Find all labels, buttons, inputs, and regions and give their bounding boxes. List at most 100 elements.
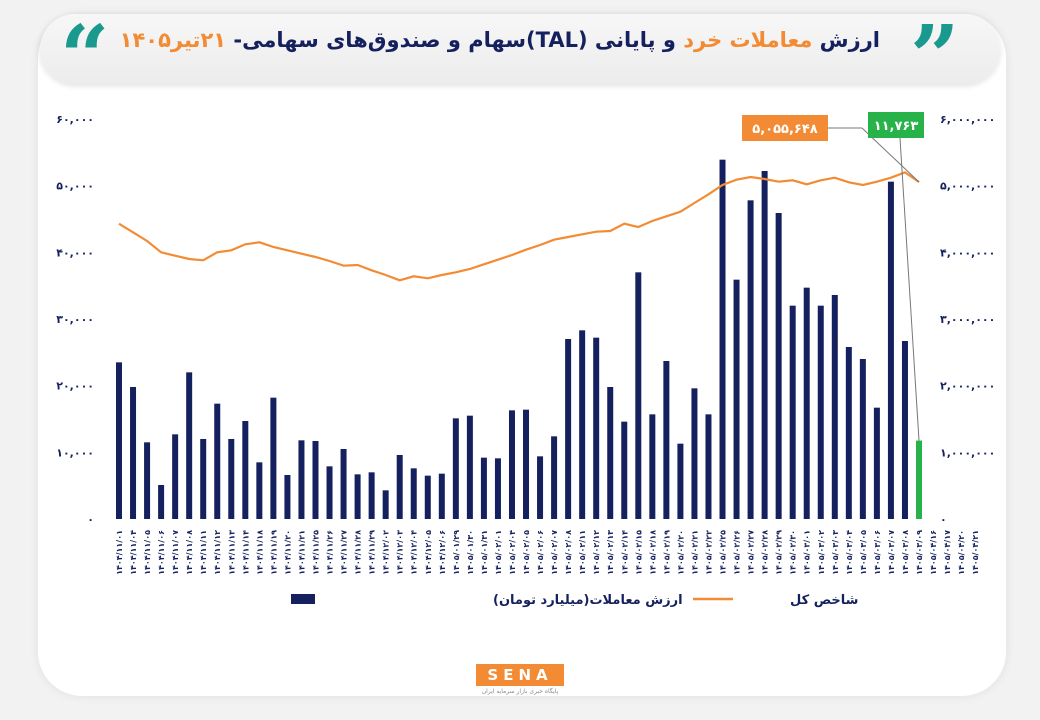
x-label-20: ۱۴۰۴/۱۲/۰۳ [396, 530, 405, 575]
bar-29 [523, 409, 530, 519]
bar-27 [494, 458, 501, 519]
bar-32 [565, 339, 572, 519]
left-axis-tick-0: ۰ [87, 513, 94, 526]
quote-open-icon: “ [60, 7, 110, 108]
x-label-36: ۱۴۰۵/۰۲/۱۴ [620, 530, 629, 575]
bar-46 [761, 171, 768, 519]
legend-bar-label: ارزش معاملات(میلیارد تومان) [493, 593, 683, 608]
x-label-41: ۱۴۰۵/۰۲/۲۱ [690, 530, 699, 575]
bar-47 [775, 213, 782, 519]
x-label-11: ۱۴۰۴/۱۱/۱۹ [269, 530, 278, 575]
bar-23 [438, 473, 445, 519]
bar-38 [649, 414, 656, 519]
x-label-17: ۱۴۰۴/۱۱/۲۸ [354, 530, 363, 575]
bar-5 [186, 372, 193, 519]
legend-bar-swatch [291, 594, 315, 604]
x-label-18: ۱۴۰۴/۱۱/۲۹ [368, 530, 377, 575]
x-label-23: ۱۴۰۴/۱۲/۰۶ [438, 530, 447, 575]
title-date: ۲۱تیر۱۴۰۵ [119, 28, 227, 52]
x-label-58: ۱۴۰۵/۰۴/۱۶ [929, 530, 938, 575]
bar-callout-value: ۱۱,۷۶۳ [874, 119, 919, 134]
right-axis-tick-2: ۲,۰۰۰,۰۰۰ [940, 380, 995, 393]
left-axis-tick-5: ۵۰,۰۰۰ [56, 180, 94, 193]
bar-4 [172, 434, 179, 519]
bar-48 [789, 305, 796, 519]
x-label-3: ۱۴۰۴/۱۱/۰۶ [157, 530, 166, 575]
bar-50 [817, 305, 824, 519]
bar-21 [410, 468, 417, 519]
x-label-55: ۱۴۰۵/۰۳/۰۷ [887, 530, 896, 575]
x-label-19: ۱۴۰۴/۱۲/۰۲ [382, 530, 391, 575]
bar-28 [508, 410, 515, 519]
bar-20 [396, 455, 403, 519]
bar-31 [551, 436, 558, 519]
bar-6 [200, 439, 207, 519]
bar-12 [284, 475, 291, 519]
bar-55 [887, 181, 894, 519]
right-axis-tick-0: ۰ [940, 513, 947, 526]
bar-35 [607, 387, 614, 519]
x-label-61: ۱۴۰۵/۰۴/۲۱ [971, 530, 980, 575]
bar-39 [663, 361, 670, 519]
x-label-44: ۱۴۰۵/۰۲/۲۶ [733, 530, 742, 575]
bar-2 [144, 442, 151, 519]
x-label-9: ۱۴۰۴/۱۱/۱۴ [241, 530, 250, 575]
x-label-26: ۱۴۰۵/۰۱/۳۱ [480, 530, 489, 575]
x-label-43: ۱۴۰۵/۰۲/۲۵ [719, 530, 728, 575]
x-label-50: ۱۴۰۵/۰۳/۰۲ [817, 530, 826, 575]
index-line [118, 171, 920, 282]
x-label-48: ۱۴۰۵/۰۲/۳۰ [789, 530, 798, 575]
x-label-47: ۱۴۰۵/۰۲/۲۹ [775, 530, 784, 575]
x-label-4: ۱۴۰۴/۱۱/۰۷ [171, 530, 180, 575]
x-label-60: ۱۴۰۵/۰۴/۲۰ [957, 530, 966, 575]
index-callout-value: ۵,۰۵۵,۶۴۸ [752, 122, 817, 137]
x-label-34: ۱۴۰۵/۰۲/۱۲ [592, 530, 601, 575]
bar-36 [621, 421, 628, 519]
x-label-24: ۱۴۰۵/۰۱/۲۹ [452, 530, 461, 575]
right-axis-tick-6: ۶,۰۰۰,۰۰۰ [940, 113, 995, 126]
x-label-28: ۱۴۰۵/۰۲/۰۴ [508, 530, 517, 575]
right-axis-tick-1: ۱,۰۰۰,۰۰۰ [940, 446, 995, 459]
left-axis-tick-6: ۶۰,۰۰۰ [56, 113, 94, 126]
bar-26 [480, 457, 487, 519]
x-label-25: ۱۴۰۵/۰۱/۳۰ [466, 530, 475, 575]
x-label-10: ۱۴۰۴/۱۱/۱۸ [255, 530, 264, 575]
left-axis-tick-4: ۴۰,۰۰۰ [56, 246, 94, 259]
bar-24 [452, 418, 459, 519]
x-label-35: ۱۴۰۵/۰۲/۱۳ [606, 530, 615, 575]
x-label-12: ۱۴۰۴/۱۱/۲۰ [283, 530, 292, 575]
bar-40 [677, 443, 684, 519]
x-label-37: ۱۴۰۵/۰۲/۱۵ [634, 530, 643, 575]
bar-37 [635, 272, 642, 519]
x-label-0: ۱۴۰۴/۱۱/۰۱ [115, 530, 124, 575]
x-label-32: ۱۴۰۵/۰۲/۰۸ [564, 530, 573, 575]
bar-13 [298, 440, 305, 519]
legend-line-label: شاخص کل [790, 593, 858, 608]
x-label-40: ۱۴۰۵/۰۲/۲۰ [676, 530, 685, 575]
bar-callout-box [868, 112, 924, 138]
x-label-33: ۱۴۰۵/۰۲/۱۱ [578, 530, 587, 575]
x-label-21: ۱۴۰۴/۱۲/۰۴ [410, 530, 419, 575]
bar-53 [859, 359, 866, 519]
bar-22 [424, 475, 431, 519]
index-callout-box [742, 115, 828, 141]
x-label-52: ۱۴۰۵/۰۳/۰۴ [845, 530, 854, 575]
bar-52 [845, 347, 852, 519]
x-label-13: ۱۴۰۴/۱۱/۲۱ [297, 530, 306, 575]
x-label-2: ۱۴۰۴/۱۱/۰۵ [143, 530, 152, 575]
title-part1: ارزش [812, 28, 880, 52]
bar-8 [228, 439, 235, 519]
x-label-30: ۱۴۰۵/۰۲/۰۶ [536, 530, 545, 575]
bar-57 [916, 440, 922, 519]
x-label-29: ۱۴۰۵/۰۲/۰۵ [522, 530, 531, 575]
bar-44 [733, 279, 740, 519]
x-label-53: ۱۴۰۵/۰۳/۰۵ [859, 530, 868, 575]
x-label-27: ۱۴۰۵/۰۲/۰۱ [494, 530, 503, 575]
x-label-42: ۱۴۰۵/۰۲/۲۲ [704, 530, 713, 575]
bar-0 [116, 362, 122, 519]
x-label-6: ۱۴۰۴/۱۱/۱۱ [199, 530, 208, 575]
bar-15 [326, 466, 333, 519]
bar-16 [340, 449, 347, 519]
x-label-8: ۱۴۰۴/۱۱/۱۳ [227, 530, 236, 575]
